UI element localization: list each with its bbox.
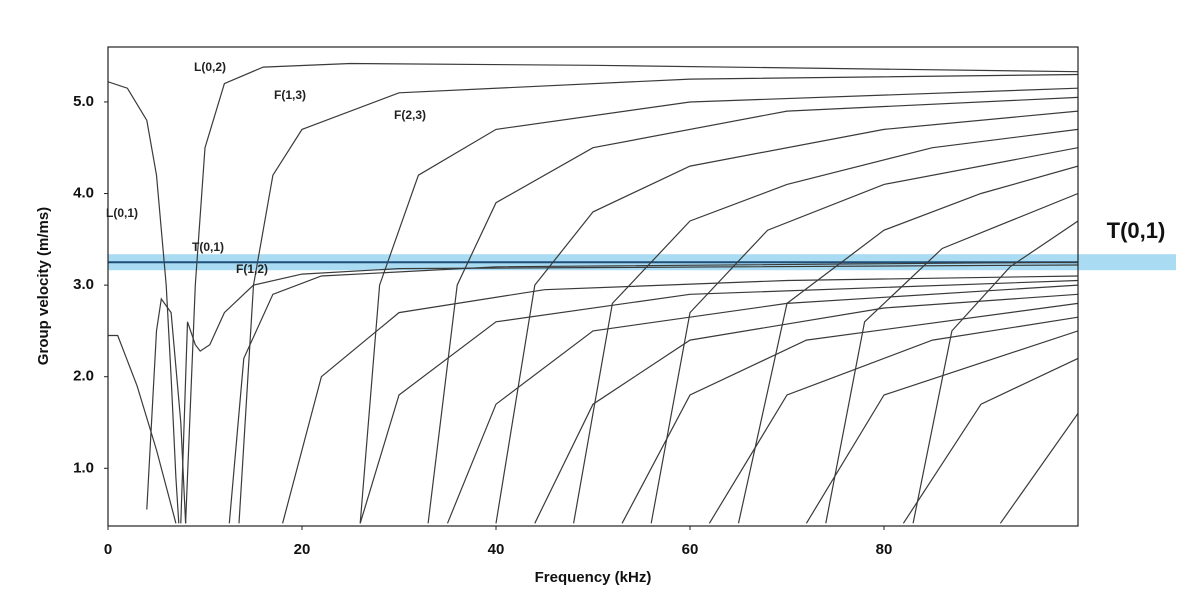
curve (912, 220, 1078, 524)
curve (108, 81, 180, 524)
curve (108, 334, 177, 524)
curve (999, 412, 1078, 524)
curve (282, 275, 1078, 524)
highlight-label: T(0,1) (1107, 218, 1166, 243)
curve (902, 357, 1078, 524)
curve-label: F(1,2) (236, 262, 268, 276)
curve-label: F(1,3) (274, 88, 306, 102)
curve (708, 316, 1078, 524)
y-tick-label: 4.0 (73, 185, 94, 202)
y-tick-label: 5.0 (73, 93, 94, 110)
curve (146, 297, 187, 524)
x-axis-label: Frequency (kHz) (535, 569, 652, 586)
curve (805, 330, 1078, 524)
curve (495, 110, 1078, 524)
x-tick-label: 0 (104, 541, 112, 558)
x-tick-label: 60 (682, 541, 699, 558)
curve-label: T(0,1) (192, 240, 224, 254)
y-axis-label: Group velocity (m/ms) (35, 207, 52, 365)
curve (825, 192, 1078, 524)
y-tick-label: 2.0 (73, 368, 94, 385)
curve-label: L(0,2) (194, 60, 226, 74)
curve (446, 284, 1078, 524)
curve (359, 87, 1078, 524)
curve (621, 302, 1078, 524)
curve (359, 279, 1078, 524)
curve (573, 128, 1078, 524)
curve (228, 261, 1078, 524)
curve (737, 165, 1078, 524)
plot-frame (107, 46, 1079, 527)
y-tick-label: 1.0 (73, 459, 94, 476)
curve (180, 264, 1078, 524)
curves (108, 62, 1078, 524)
curve (534, 293, 1078, 524)
x-tick-label: 40 (488, 541, 505, 558)
curve-label: L(0,1) (106, 206, 138, 220)
y-tick-label: 3.0 (73, 276, 94, 293)
curve (650, 147, 1078, 524)
x-tick-label: 80 (876, 541, 893, 558)
curve-label: F(2,3) (394, 108, 426, 122)
x-tick-label: 20 (294, 541, 311, 558)
curve (427, 96, 1078, 524)
